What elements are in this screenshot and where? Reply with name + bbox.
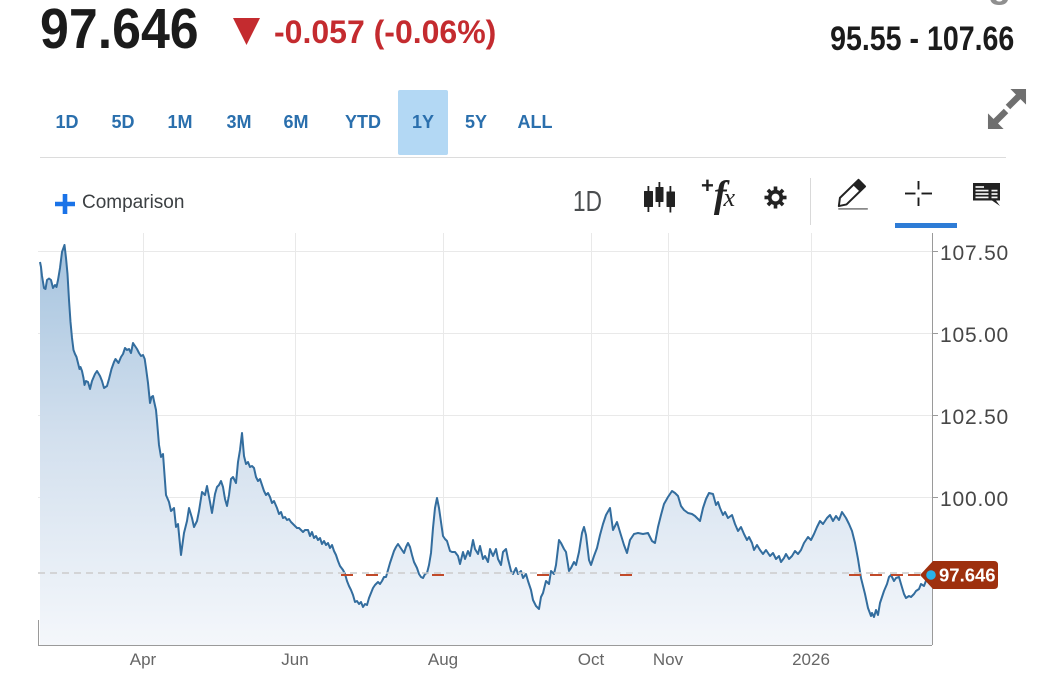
svg-text:Apr: Apr	[130, 650, 157, 669]
svg-text:Jun: Jun	[281, 650, 308, 669]
svg-text:100.00: 100.00	[940, 488, 1009, 511]
svg-text:97.646: 97.646	[939, 565, 996, 586]
svg-text:105.00: 105.00	[940, 324, 1009, 347]
svg-text:Aug: Aug	[428, 650, 458, 669]
svg-text:Oct: Oct	[578, 650, 605, 669]
svg-text:Nov: Nov	[653, 650, 684, 669]
svg-text:102.50: 102.50	[940, 406, 1009, 429]
svg-text:2026: 2026	[792, 650, 830, 669]
svg-text:107.50: 107.50	[940, 242, 1009, 265]
